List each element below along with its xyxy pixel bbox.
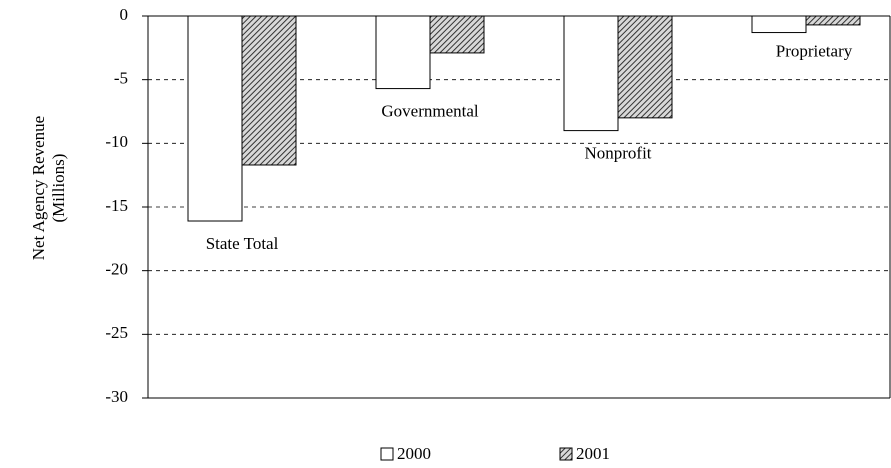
legend-label: 2001 <box>576 444 610 463</box>
y-axis-label: (Millions) <box>49 154 68 223</box>
category-label: Nonprofit <box>584 144 651 163</box>
y-tick-label: -25 <box>105 323 128 342</box>
y-tick-label: 0 <box>120 5 129 24</box>
bar <box>563 15 619 132</box>
bar <box>187 15 243 222</box>
category-label: Proprietary <box>776 41 853 60</box>
bar <box>241 15 297 166</box>
bar <box>375 15 431 90</box>
bar <box>617 15 673 119</box>
y-tick-label: -30 <box>105 387 128 406</box>
bar <box>751 15 807 34</box>
y-tick-label: -10 <box>105 132 128 151</box>
bar <box>429 15 485 54</box>
category-label: State Total <box>206 234 279 253</box>
y-axis-label: Net Agency Revenue <box>29 116 48 260</box>
legend-swatch <box>559 447 573 461</box>
y-tick-label: -15 <box>105 196 128 215</box>
legend-label: 2000 <box>397 444 431 463</box>
category-label: Governmental <box>381 101 479 120</box>
y-tick-label: -5 <box>114 69 128 88</box>
legend-swatch <box>380 447 394 461</box>
y-tick-label: -20 <box>105 260 128 279</box>
bar <box>805 15 861 26</box>
